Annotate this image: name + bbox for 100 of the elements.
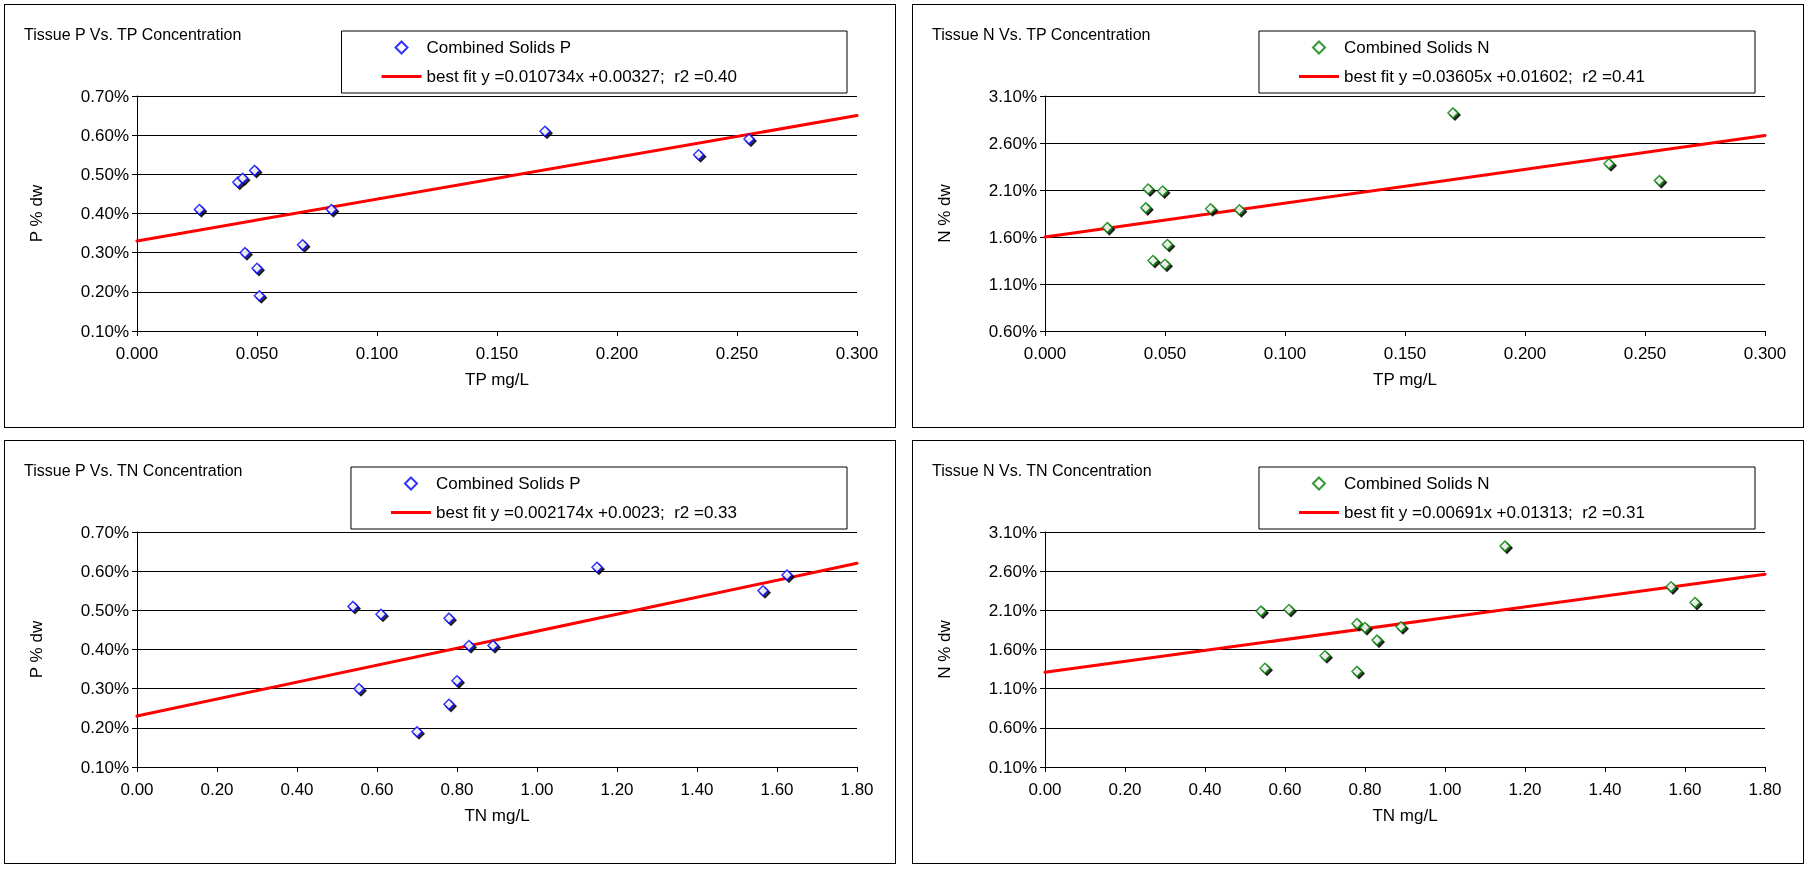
y-tick-label: 0.60% (988, 321, 1037, 341)
y-tick-label: 0.10% (80, 321, 129, 341)
point (1359, 621, 1371, 634)
point (1499, 540, 1511, 552)
y-tick-label: 0.10% (80, 757, 129, 777)
x-tick-label: 0.100 (1263, 344, 1307, 363)
point (1665, 581, 1677, 593)
x-tick-label: 1.80 (1748, 780, 1782, 799)
point (1204, 203, 1217, 215)
point (443, 698, 455, 711)
x-tick-label: 1.40 (680, 780, 714, 799)
point (1319, 650, 1331, 662)
x-tick-label: 0.150 (1383, 344, 1427, 363)
x-tick-label: 0.60 (360, 780, 394, 799)
x-tick-label: 0.00 (1028, 780, 1062, 799)
point (1395, 621, 1407, 633)
y-tick-label: 0.30% (80, 243, 129, 263)
point (1255, 605, 1267, 617)
legend-label: Combined Solids N (1343, 38, 1490, 57)
x-tick-label: 0.100 (355, 344, 399, 363)
y-axis-title: P % dw (27, 184, 46, 243)
legend-label: best fit y =0.00691x +0.01313; r2 =0.31 (1343, 503, 1645, 522)
x-tick-label: 0.250 (1623, 344, 1667, 363)
x-tick-label: 0.200 (1503, 344, 1547, 363)
point (411, 726, 423, 738)
point (1159, 258, 1171, 271)
y-tick-label: 2.10% (988, 600, 1037, 620)
x-tick-label: 0.20 (200, 780, 234, 799)
y-tick-label: 0.10% (988, 757, 1037, 777)
x-tick-label: 1.00 (520, 780, 554, 799)
point (487, 639, 499, 652)
x-tick-label: 1.00 (1428, 780, 1462, 799)
x-tick-label: 0.40 (1188, 780, 1222, 799)
point (539, 125, 551, 137)
y-tick-label: 1.60% (988, 227, 1037, 247)
x-axis-title: TN mg/L (464, 806, 530, 825)
point (239, 246, 251, 259)
legend-label: best fit y =0.002174x +0.0023; r2 =0.33 (435, 503, 737, 522)
chart-title: Tissue P Vs. TN Concentration (24, 461, 243, 479)
y-tick-label: 0.20% (80, 282, 129, 302)
chart-title: Tissue P Vs. TP Concentration (24, 25, 242, 43)
y-tick-label: 2.60% (988, 133, 1037, 153)
y-tick-label: 1.10% (988, 679, 1037, 699)
x-tick-label: 0.60 (1268, 780, 1302, 799)
x-tick-label: 1.60 (760, 780, 794, 799)
y-tick-label: 0.40% (80, 640, 129, 659)
point (375, 608, 387, 620)
x-tick-label: 0.150 (475, 344, 519, 363)
y-tick-label: 0.70% (80, 86, 129, 106)
point (692, 149, 705, 161)
y-tick-label: 0.60% (988, 718, 1037, 738)
point (251, 262, 263, 275)
y-tick-label: 1.60% (988, 640, 1037, 659)
point (1161, 238, 1174, 251)
legend-label: best fit y =0.010734x +0.00327; r2 =0.40 (426, 67, 737, 86)
y-tick-label: 0.50% (80, 600, 129, 620)
point (353, 682, 365, 695)
x-axis-title: TP mg/L (465, 370, 529, 389)
x-tick-label: 1.80 (840, 780, 874, 799)
y-axis-title: P % dw (27, 620, 46, 679)
point (1233, 203, 1246, 216)
y-tick-label: 3.10% (988, 522, 1037, 542)
y-tick-label: 0.70% (80, 522, 129, 542)
point (236, 172, 249, 184)
y-tick-label: 2.10% (988, 180, 1037, 200)
legend-label: Combined Solids P (435, 474, 581, 493)
point (743, 133, 755, 145)
point (1653, 174, 1666, 187)
x-tick-label: 0.250 (715, 344, 759, 363)
point (325, 203, 338, 216)
point (347, 600, 359, 613)
point (248, 164, 261, 177)
point (1447, 107, 1459, 119)
x-tick-label: 0.80 (1348, 780, 1382, 799)
x-tick-label: 0.050 (235, 344, 279, 363)
x-axis-title: TP mg/L (1373, 370, 1437, 389)
point (443, 612, 455, 624)
point (1142, 183, 1154, 195)
point (1259, 662, 1271, 675)
point (591, 561, 603, 573)
y-tick-label: 0.30% (80, 679, 129, 699)
legend-label: Combined Solids P (426, 38, 572, 57)
point (1101, 221, 1114, 234)
point (193, 203, 206, 216)
point (463, 639, 475, 652)
y-tick-label: 2.60% (988, 561, 1037, 581)
point (451, 675, 463, 687)
point (1140, 202, 1152, 214)
y-tick-label: 1.10% (988, 274, 1037, 294)
x-tick-label: 1.60 (1668, 780, 1702, 799)
point (1351, 665, 1363, 678)
x-tick-label: 0.300 (835, 344, 879, 363)
chart-title: Tissue N Vs. TN Concentration (932, 461, 1152, 479)
y-tick-label: 0.60% (80, 561, 129, 581)
point (757, 585, 769, 597)
point (781, 569, 793, 581)
y-tick-label: 3.10% (988, 86, 1037, 106)
y-axis-title: N % dw (935, 619, 954, 679)
point (1371, 634, 1383, 646)
x-tick-label: 1.20 (600, 780, 634, 799)
